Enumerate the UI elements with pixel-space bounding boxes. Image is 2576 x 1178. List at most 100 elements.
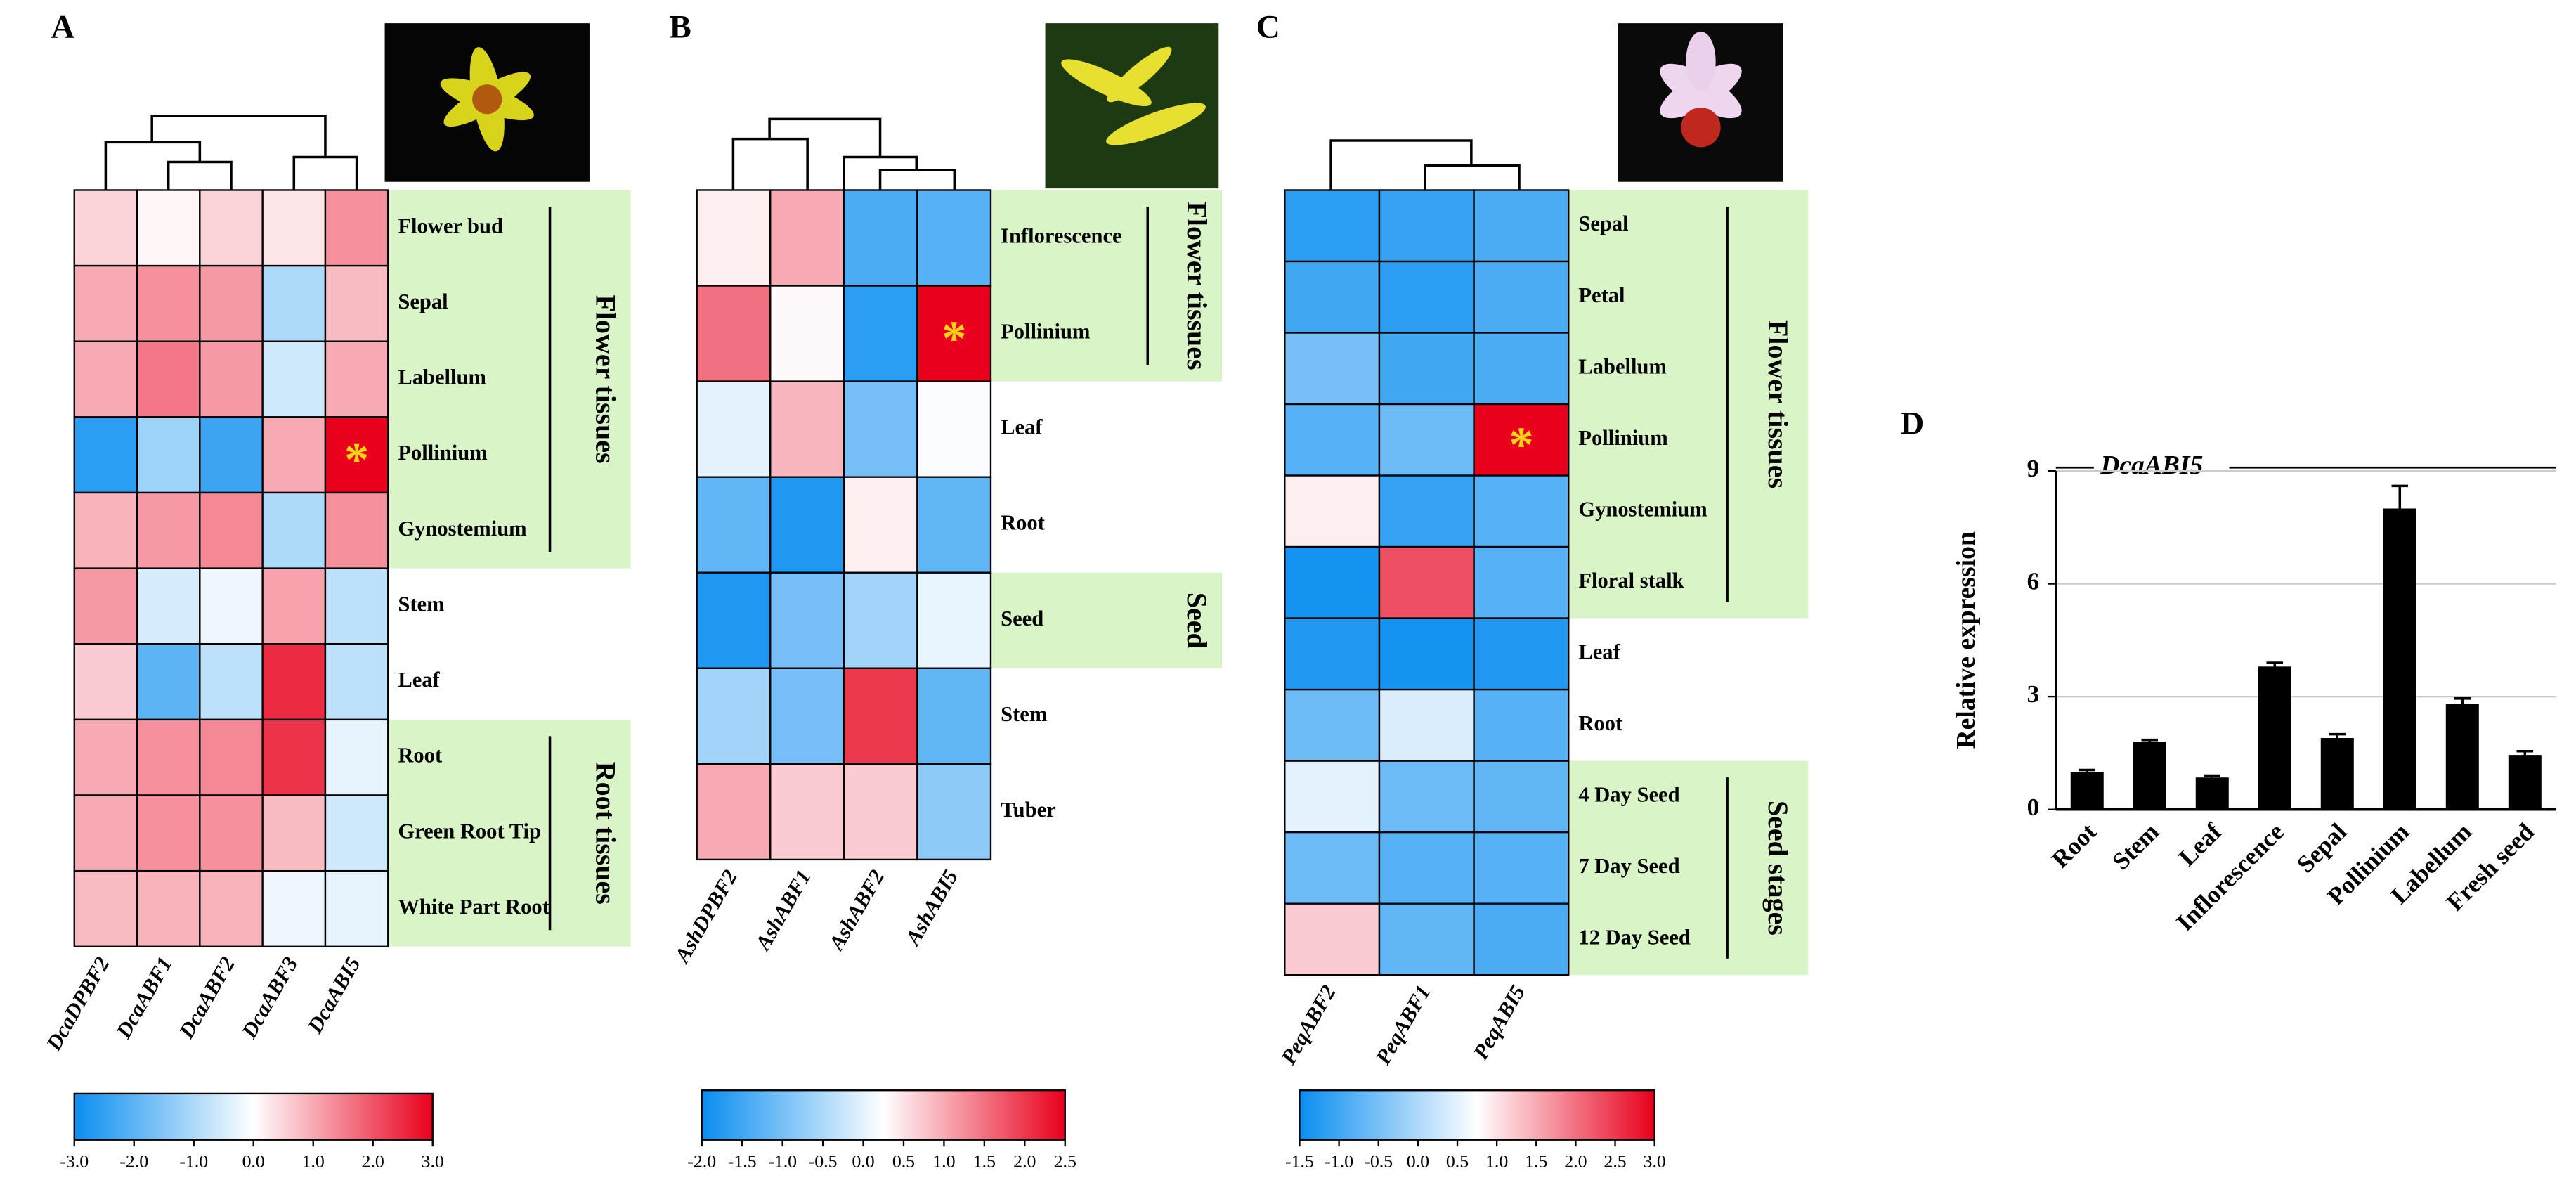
dendrogram-c [1329,139,1521,190]
row-label: Root [1001,511,1046,535]
colorbar-tick-label: -3.0 [60,1151,89,1172]
heatmap-cell [324,416,389,494]
row-label: Leaf [398,668,440,692]
colorbar-tick-label: 3.0 [1644,1151,1666,1172]
heatmap-cell [199,491,264,569]
heatmap-cell [324,491,389,569]
row-label: Pollinium [1001,320,1090,344]
colorbar-tick-label: 0.0 [852,1151,874,1172]
heatmap-cell [199,340,264,418]
y-tick-label: 0 [2027,794,2040,821]
heatmap-cell [843,476,918,574]
heatmap-cell [1284,831,1381,905]
annotation: * [1509,418,1533,472]
heatmap-cell [1473,902,1570,976]
heatmap-cell [1284,474,1381,548]
heatmap-cell [73,643,138,721]
panel-letter: D [1900,405,1924,441]
row-label: Petal [1578,283,1625,307]
heatmap-cell [1378,617,1475,691]
heatmap-cell [136,643,201,721]
heatmap-cell [1378,189,1475,263]
dendrogram-a [104,114,358,190]
group-box [1568,190,1809,619]
heatmap-cell [1284,403,1381,477]
heatmap-cell [1473,545,1570,619]
flower-c [1660,31,1742,148]
heatmap-cell [136,264,201,342]
heatmap-cell [769,571,845,669]
group-box [991,190,1222,382]
colorbar-tick-label: 2.0 [1564,1151,1587,1172]
annotation: * [344,432,369,487]
row-label: Stem [1001,702,1047,726]
heatmap-cell [696,189,772,287]
y-tick-label: 6 [2027,568,2040,595]
heatmap-cell [1473,189,1570,263]
row-label: Leaf [1001,415,1043,439]
heatmap-cell [769,763,845,861]
column-label: AshABI5 [900,866,963,950]
group-box [991,572,1222,668]
heatmap-cell [73,718,138,796]
group-box [388,190,631,569]
error-bar [2266,661,2284,667]
heatmap-cell [916,667,992,765]
column-label: PeqABI5 [1468,981,1530,1064]
group-box [388,719,631,947]
heatmap-cell [324,718,389,796]
heatmap-cell [73,189,138,267]
colorbar-tick-label: -1.5 [1285,1151,1314,1172]
heatmap-cell [261,718,327,796]
colorbar-tick-label: 1.0 [1485,1151,1508,1172]
colorbar-tick-label: 2.5 [1604,1151,1626,1172]
heatmap-cell [261,567,327,645]
heatmap-cell [261,264,327,342]
heatmap-cell [73,416,138,494]
column-label: DcaABF2 [174,953,240,1043]
heatmap-cell [1284,617,1381,691]
x-tick-label: Stem [2107,818,2164,876]
row-label: Labellum [1578,354,1667,378]
heatmap-cell [73,264,138,342]
colorbar-tick-label: 2.0 [362,1151,384,1172]
colorbar-tick-label: 0.5 [892,1151,915,1172]
error-bar [2516,749,2534,756]
row-label: Gynostemium [1578,497,1707,521]
heatmap-cell [324,643,389,721]
error-bar [2329,732,2346,739]
heatmap-cell [1473,760,1570,834]
heatmap-cell [1473,474,1570,548]
heatmap-cell [769,189,845,287]
heatmap-cell [696,763,772,861]
heatmap-cell [769,380,845,478]
flower-b [1061,46,1206,145]
bar [2258,666,2291,810]
x-tick-label: Root [2046,818,2102,874]
row-label: White Part Root [398,895,549,919]
column-label: PeqABF1 [1371,981,1436,1069]
heatmap-cell [324,340,389,418]
panel-letter: C [1256,8,1280,45]
heatmap-cell [843,380,918,478]
heatmap-cell [843,189,918,287]
flower-a [440,47,534,152]
column-label: DcaABF3 [237,953,303,1043]
heatmap-cell [324,264,389,342]
heatmap-cell [136,189,201,267]
heatmap-cell [843,285,918,382]
heatmap-cell [324,567,389,645]
heatmap-cell [199,869,264,947]
column-label: AshDPBF2 [670,866,742,968]
heatmap-cell [1378,474,1475,548]
heatmap-cell [1473,260,1570,334]
group-label: Seed [1181,593,1213,649]
row-label: 7 Day Seed [1578,854,1679,878]
heatmap-cell [199,794,264,872]
colorbar-tick-label: -2.0 [119,1151,148,1172]
row-label: Sepal [398,290,448,313]
colorbar-tick-label: -1.0 [768,1151,797,1172]
colorbar-tick-label: 0.0 [1407,1151,1429,1172]
row-label: Sepal [1578,212,1628,235]
heatmap-cell [843,571,918,669]
